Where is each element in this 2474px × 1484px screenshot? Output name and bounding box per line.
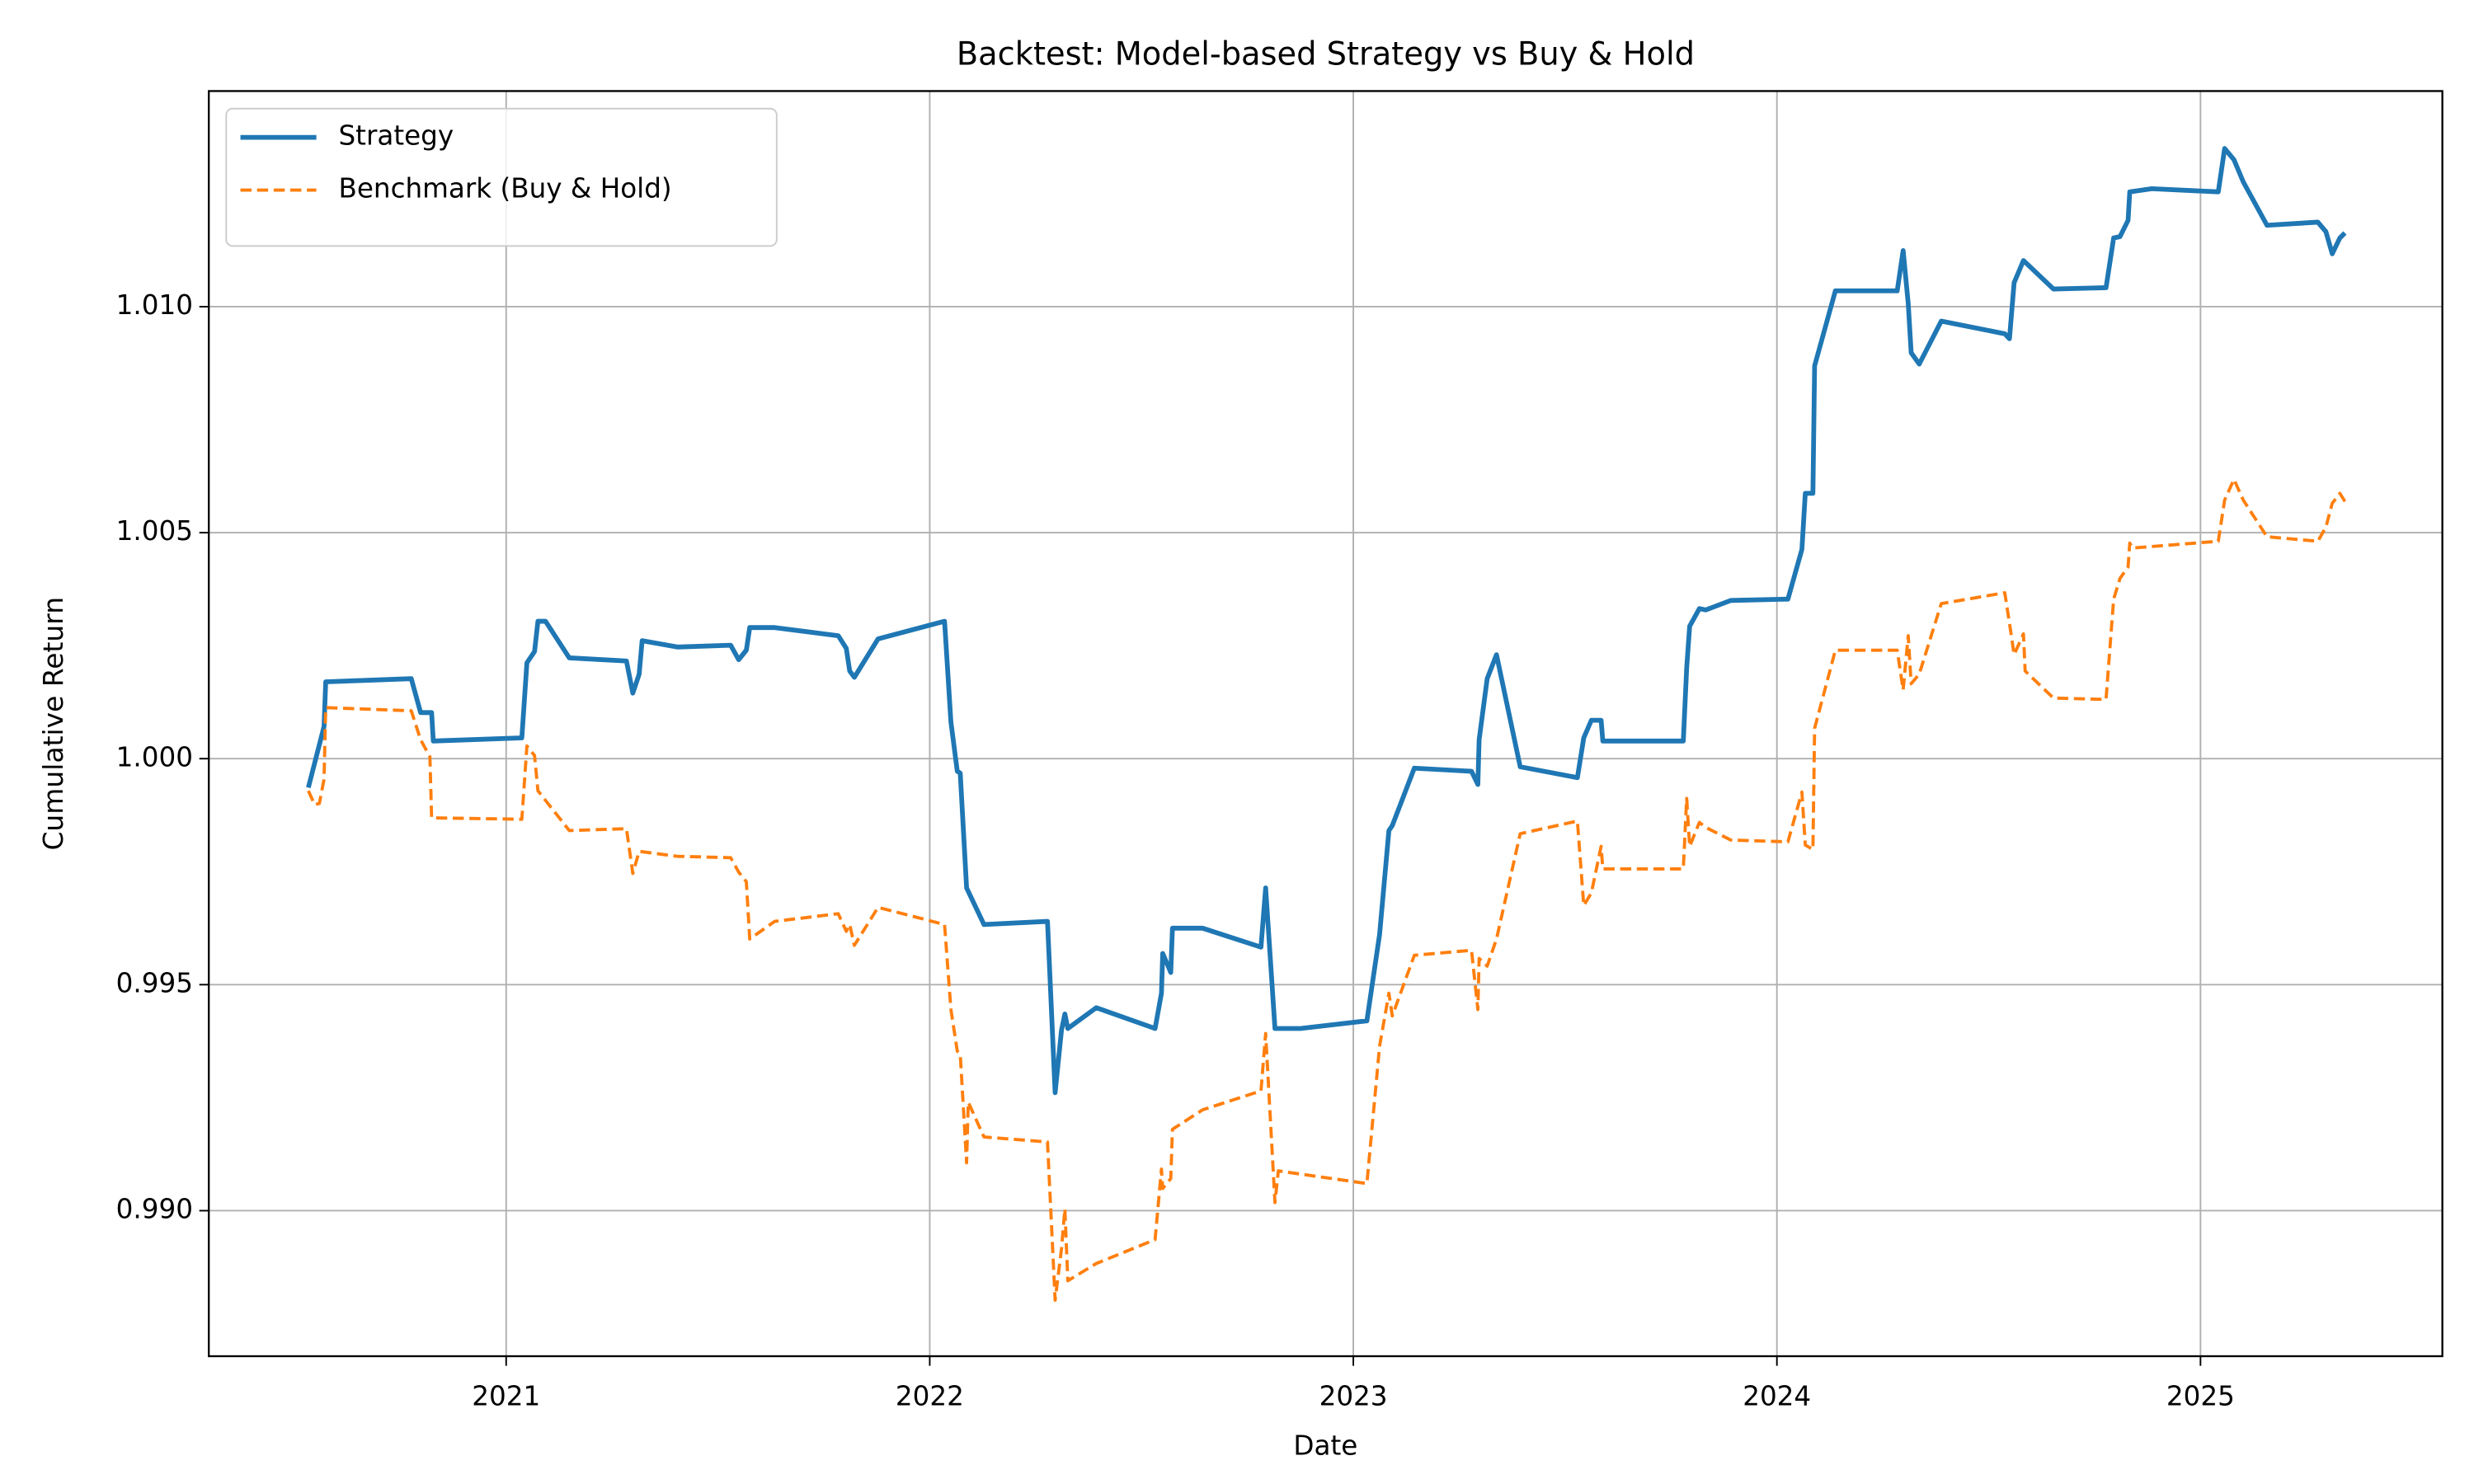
series-line — [306, 146, 2347, 1096]
legend-box — [225, 107, 778, 247]
x-tick-label: 2023 — [1319, 1380, 1388, 1411]
y-tick-label: 1.010 — [116, 289, 193, 321]
legend-label: Benchmark (Buy & Hold) — [338, 172, 671, 204]
plot-frame — [208, 90, 2443, 1358]
y-tick-label: 0.995 — [116, 967, 193, 998]
y-tick-label: 1.000 — [116, 741, 193, 773]
y-tick-label: 1.005 — [116, 515, 193, 547]
x-tick-label: 2024 — [1743, 1380, 1811, 1411]
legend-label: Strategy — [338, 120, 454, 152]
legend: Strategy Benchmark (Buy & Hold) — [225, 107, 778, 247]
y-axis-label: Cumulative Return — [38, 597, 69, 851]
x-tick-label: 2022 — [896, 1380, 964, 1411]
x-axis-label: Date — [1293, 1430, 1357, 1461]
x-tick-label: 2025 — [2166, 1380, 2235, 1411]
chart-title: Backtest: Model-based Strategy vs Buy & … — [957, 35, 1695, 73]
series-line — [307, 477, 2347, 1302]
y-tick-label: 0.990 — [116, 1193, 193, 1224]
x-tick-label: 2021 — [472, 1380, 540, 1411]
